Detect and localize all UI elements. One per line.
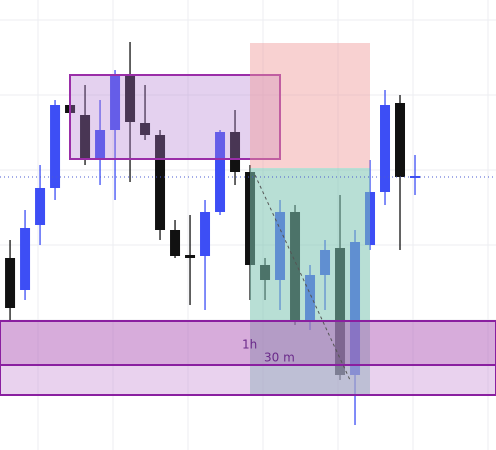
overlays <box>0 43 496 396</box>
candle-body <box>35 188 46 225</box>
candle-body <box>215 132 226 212</box>
candle-body <box>5 258 16 308</box>
candle-body <box>95 130 106 160</box>
candle-body <box>50 105 61 188</box>
supply-zone <box>69 74 281 160</box>
candle-body <box>140 123 151 135</box>
candle-body <box>365 192 376 245</box>
candle-body <box>20 228 31 290</box>
demand-zone-30m <box>0 364 496 396</box>
zone-label: 1h <box>242 338 257 352</box>
candle-body <box>395 103 406 177</box>
stop-zone <box>250 43 370 168</box>
projection-line <box>254 174 351 381</box>
candle-body <box>170 230 181 256</box>
zone-label: 30 m <box>264 351 295 365</box>
candle-body <box>380 105 391 192</box>
candle-body <box>410 176 421 178</box>
candle-body <box>185 255 196 258</box>
candle-body <box>155 135 166 230</box>
candle-body <box>125 75 136 122</box>
candle-body <box>110 75 121 130</box>
candle-body <box>200 212 211 256</box>
candle-body <box>230 132 241 172</box>
candle-body <box>80 115 91 160</box>
